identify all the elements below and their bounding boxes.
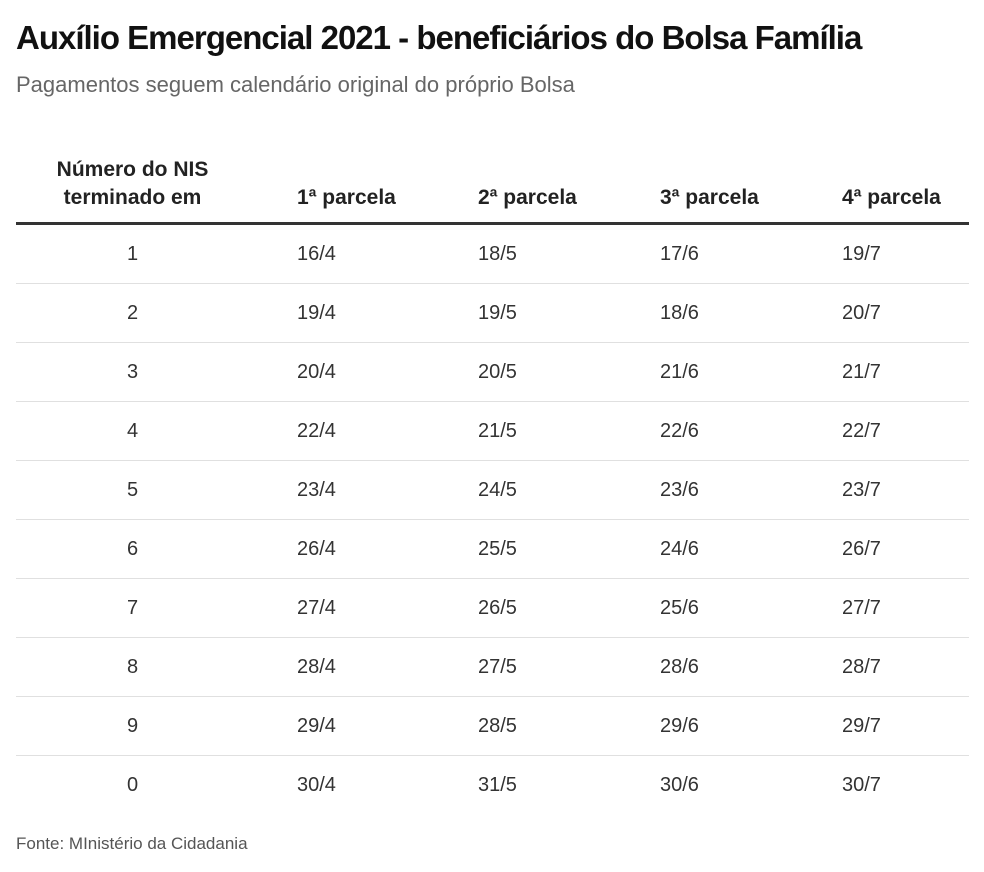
source-note: Fonte: MInistério da Cidadania bbox=[16, 834, 248, 853]
table-header: Número do NIS terminado em 1ª parcela 2ª… bbox=[16, 140, 969, 225]
header-parcela-2: 2ª parcela bbox=[458, 140, 640, 225]
parcela-1-date: 22/4 bbox=[277, 401, 458, 461]
nis-digit: 2 bbox=[16, 283, 277, 343]
parcela-2-date: 19/5 bbox=[458, 283, 640, 343]
parcela-2-date: 21/5 bbox=[458, 401, 640, 461]
table-row: 6 26/4 25/5 24/6 26/7 bbox=[16, 519, 969, 579]
parcela-3-date: 17/6 bbox=[640, 223, 822, 284]
parcela-1-date: 27/4 bbox=[277, 578, 458, 638]
parcela-2-date: 25/5 bbox=[458, 519, 640, 579]
parcela-1-date: 23/4 bbox=[277, 460, 458, 520]
parcela-3-date: 25/6 bbox=[640, 578, 822, 638]
table-row: 5 23/4 24/5 23/6 23/7 bbox=[16, 460, 969, 520]
parcela-1-date: 26/4 bbox=[277, 519, 458, 579]
header-row: Número do NIS terminado em 1ª parcela 2ª… bbox=[16, 140, 969, 225]
parcela-2-date: 26/5 bbox=[458, 578, 640, 638]
parcela-4-date: 28/7 bbox=[822, 637, 969, 697]
payment-calendar-table: Número do NIS terminado em 1ª parcela 2ª… bbox=[16, 140, 969, 814]
table-row: 8 28/4 27/5 28/6 28/7 bbox=[16, 637, 969, 697]
header-nis-line2: terminado em bbox=[63, 186, 202, 209]
parcela-2-date: 24/5 bbox=[458, 460, 640, 520]
table-row: 3 20/4 20/5 21/6 21/7 bbox=[16, 342, 969, 402]
parcela-1-date: 28/4 bbox=[277, 637, 458, 697]
parcela-4-date: 26/7 bbox=[822, 519, 969, 579]
table-row: 0 30/4 31/5 30/6 30/7 bbox=[16, 756, 969, 815]
page-title: Auxílio Emergencial 2021 - beneficiários… bbox=[16, 19, 862, 56]
header-nis-line1: Número do NIS bbox=[56, 158, 209, 181]
page-subtitle: Pagamentos seguem calendário original do… bbox=[16, 72, 575, 97]
table-body: 1 16/4 18/5 17/6 19/7 2 19/4 19/5 18/6 20/7 3 20/4 2… bbox=[16, 223, 969, 815]
parcela-3-date: 21/6 bbox=[640, 342, 822, 402]
parcela-3-date: 24/6 bbox=[640, 519, 822, 579]
parcela-2-date: 18/5 bbox=[458, 223, 640, 284]
parcela-4-date: 29/7 bbox=[822, 696, 969, 756]
parcela-2-date: 28/5 bbox=[458, 696, 640, 756]
parcela-4-date: 19/7 bbox=[822, 223, 969, 284]
nis-digit: 4 bbox=[16, 401, 277, 461]
parcela-4-date: 22/7 bbox=[822, 401, 969, 461]
nis-digit: 3 bbox=[16, 342, 277, 402]
parcela-1-date: 19/4 bbox=[277, 283, 458, 343]
parcela-2-date: 20/5 bbox=[458, 342, 640, 402]
nis-digit: 6 bbox=[16, 519, 277, 579]
table-row: 2 19/4 19/5 18/6 20/7 bbox=[16, 283, 969, 343]
nis-digit: 1 bbox=[16, 223, 277, 284]
nis-digit: 5 bbox=[16, 460, 277, 520]
nis-digit: 8 bbox=[16, 637, 277, 697]
parcela-1-date: 30/4 bbox=[297, 773, 336, 796]
parcela-1-date: 16/4 bbox=[277, 223, 458, 284]
parcela-3-date: 30/6 bbox=[660, 773, 699, 796]
table-row: 4 22/4 21/5 22/6 22/7 bbox=[16, 401, 969, 461]
table-row: 9 29/4 28/5 29/6 29/7 bbox=[16, 696, 969, 756]
parcela-4-date: 23/7 bbox=[822, 460, 969, 520]
parcela-3-date: 22/6 bbox=[640, 401, 822, 461]
parcela-4-date: 30/7 bbox=[842, 773, 881, 796]
parcela-4-date: 27/7 bbox=[822, 578, 969, 638]
header-parcela-3: 3ª parcela bbox=[640, 140, 822, 225]
nis-digit: 0 bbox=[126, 773, 139, 796]
nis-digit: 9 bbox=[16, 696, 277, 756]
header-parcela-1: 1ª parcela bbox=[277, 140, 458, 225]
parcela-4-date: 20/7 bbox=[822, 283, 969, 343]
parcela-3-date: 23/6 bbox=[640, 460, 822, 520]
parcela-2-date: 27/5 bbox=[458, 637, 640, 697]
parcela-3-date: 28/6 bbox=[640, 637, 822, 697]
parcela-3-date: 18/6 bbox=[640, 283, 822, 343]
parcela-3-date: 29/6 bbox=[640, 696, 822, 756]
nis-digit: 7 bbox=[16, 578, 277, 638]
parcela-1-date: 20/4 bbox=[277, 342, 458, 402]
header-parcela-4: 4ª parcela bbox=[822, 140, 969, 225]
table-row: 7 27/4 26/5 25/6 27/7 bbox=[16, 578, 969, 638]
parcela-4-date: 21/7 bbox=[822, 342, 969, 402]
table-row: 1 16/4 18/5 17/6 19/7 bbox=[16, 223, 969, 284]
parcela-1-date: 29/4 bbox=[277, 696, 458, 756]
parcela-2-date: 31/5 bbox=[478, 773, 517, 796]
header-nis: Número do NIS terminado em bbox=[16, 140, 277, 225]
